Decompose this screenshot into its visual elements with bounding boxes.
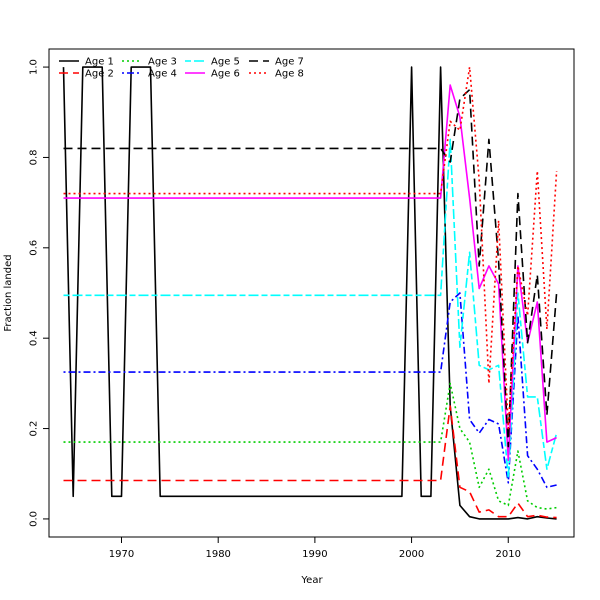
legend-label-age-2: Age 2 (85, 69, 114, 80)
x-tick-label: 1970 (109, 549, 134, 560)
legend-label-age-6: Age 6 (211, 69, 240, 80)
y-tick-label: 0.6 (29, 240, 40, 256)
legend-label-age-7: Age 7 (275, 57, 304, 68)
x-tick-label: 2000 (399, 549, 424, 560)
series-line-age-5 (63, 138, 558, 480)
series-line-age-1 (62, 66, 557, 520)
legend-label-age-4: Age 4 (148, 69, 177, 80)
legend-label-age-5: Age 5 (211, 57, 240, 68)
x-axis: 1970 1980 1990 2000 2010 (109, 537, 521, 560)
y-tick-label: 0.8 (29, 149, 40, 165)
legend-label-age-8: Age 8 (275, 69, 304, 80)
y-tick-label: 0.0 (29, 511, 40, 527)
x-tick-label: 1990 (302, 549, 327, 560)
y-axis-label: Fraction landed (3, 254, 14, 331)
legend-label-age-1: Age 1 (85, 57, 114, 68)
series-line-age-2 (63, 405, 557, 519)
x-tick-label: 2010 (496, 549, 521, 560)
plot-frame (48, 48, 575, 538)
series-line-age-6 (63, 84, 557, 462)
x-tick-label: 1980 (205, 549, 230, 560)
x-axis-label: Year (300, 575, 323, 586)
series-line-age-8 (63, 66, 558, 430)
series-lines (62, 66, 558, 520)
series-line-age-3 (63, 382, 557, 510)
y-tick-label: 1.0 (29, 59, 40, 75)
series-line-age-7 (63, 88, 558, 448)
y-axis: 0.0 0.2 0.4 0.6 0.8 1.0 (29, 59, 49, 527)
series-line-age-4 (63, 292, 557, 489)
y-tick-label: 0.4 (29, 330, 40, 346)
y-tick-label: 0.2 (29, 421, 40, 437)
legend-label-age-3: Age 3 (148, 57, 177, 68)
